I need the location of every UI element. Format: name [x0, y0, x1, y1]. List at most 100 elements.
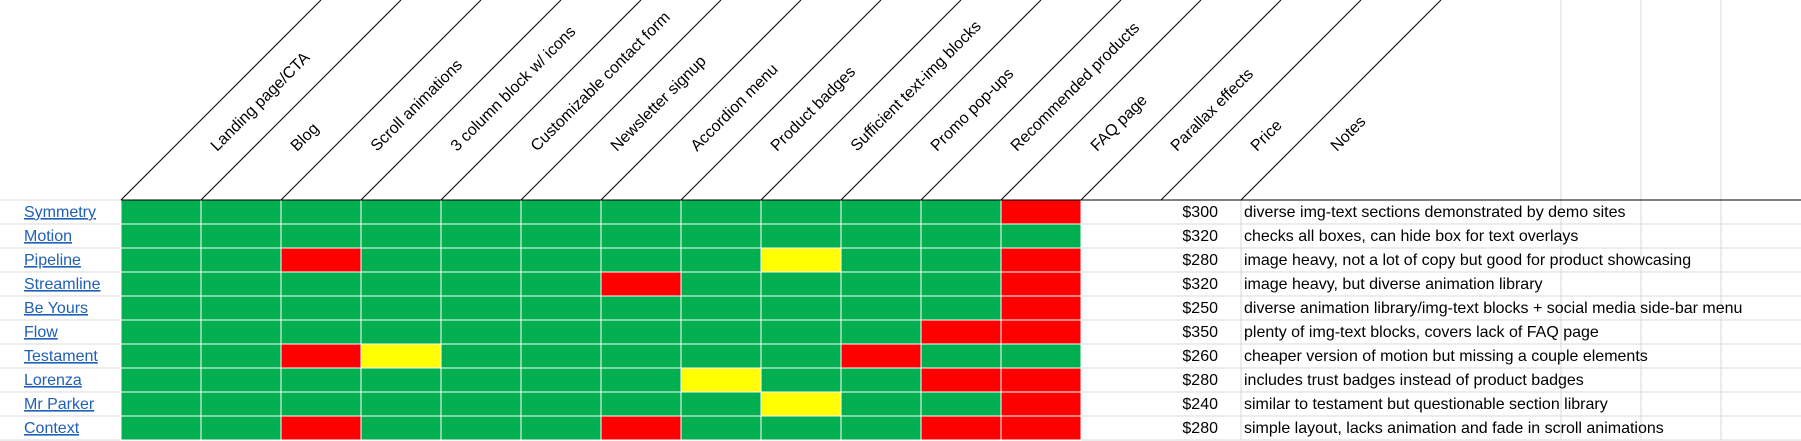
status-cell[interactable] [360, 223, 442, 249]
theme-name-link[interactable]: Pipeline [24, 252, 81, 269]
status-cell[interactable] [840, 391, 922, 417]
status-cell[interactable] [200, 199, 282, 225]
status-cell[interactable] [120, 343, 202, 369]
status-cell[interactable] [440, 319, 522, 345]
status-cell[interactable] [360, 271, 442, 297]
status-cell[interactable] [200, 223, 282, 249]
status-cell[interactable] [520, 199, 602, 225]
theme-name-link[interactable]: Context [24, 420, 80, 437]
status-cell[interactable] [120, 367, 202, 393]
status-cell[interactable] [520, 295, 602, 321]
status-cell[interactable] [600, 295, 682, 321]
status-cell[interactable] [760, 295, 842, 321]
status-cell[interactable] [920, 415, 1002, 441]
theme-name-link[interactable]: Mr Parker [24, 396, 95, 413]
status-cell[interactable] [120, 415, 202, 441]
status-cell[interactable] [1000, 415, 1082, 441]
status-cell[interactable] [200, 247, 282, 273]
status-cell[interactable] [680, 415, 762, 441]
status-cell[interactable] [600, 415, 682, 441]
status-cell[interactable] [520, 271, 602, 297]
status-cell[interactable] [600, 343, 682, 369]
status-cell[interactable] [280, 199, 362, 225]
status-cell[interactable] [600, 391, 682, 417]
status-cell[interactable] [1000, 271, 1082, 297]
status-cell[interactable] [520, 367, 602, 393]
status-cell[interactable] [200, 343, 282, 369]
status-cell[interactable] [440, 367, 522, 393]
status-cell[interactable] [280, 415, 362, 441]
status-cell[interactable] [280, 295, 362, 321]
status-cell[interactable] [120, 391, 202, 417]
status-cell[interactable] [920, 199, 1002, 225]
status-cell[interactable] [1000, 391, 1082, 417]
status-cell[interactable] [840, 223, 922, 249]
status-cell[interactable] [760, 319, 842, 345]
status-cell[interactable] [680, 199, 762, 225]
status-cell[interactable] [920, 367, 1002, 393]
status-cell[interactable] [760, 247, 842, 273]
theme-name-link[interactable]: Testament [24, 348, 98, 365]
status-cell[interactable] [920, 295, 1002, 321]
status-cell[interactable] [520, 415, 602, 441]
status-cell[interactable] [1000, 199, 1082, 225]
status-cell[interactable] [200, 367, 282, 393]
status-cell[interactable] [280, 367, 362, 393]
status-cell[interactable] [440, 391, 522, 417]
theme-name-link[interactable]: Streamline [24, 276, 101, 293]
status-cell[interactable] [920, 223, 1002, 249]
status-cell[interactable] [120, 223, 202, 249]
status-cell[interactable] [760, 391, 842, 417]
status-cell[interactable] [520, 223, 602, 249]
status-cell[interactable] [920, 343, 1002, 369]
status-cell[interactable] [840, 199, 922, 225]
status-cell[interactable] [360, 391, 442, 417]
status-cell[interactable] [680, 271, 762, 297]
status-cell[interactable] [1000, 295, 1082, 321]
status-cell[interactable] [600, 247, 682, 273]
status-cell[interactable] [600, 271, 682, 297]
status-cell[interactable] [200, 271, 282, 297]
status-cell[interactable] [840, 295, 922, 321]
status-cell[interactable] [280, 247, 362, 273]
status-cell[interactable] [1000, 343, 1082, 369]
status-cell[interactable] [600, 223, 682, 249]
status-cell[interactable] [440, 295, 522, 321]
theme-name-link[interactable]: Motion [24, 228, 72, 245]
status-cell[interactable] [1000, 223, 1082, 249]
status-cell[interactable] [520, 391, 602, 417]
status-cell[interactable] [760, 367, 842, 393]
status-cell[interactable] [360, 319, 442, 345]
status-cell[interactable] [360, 247, 442, 273]
status-cell[interactable] [760, 271, 842, 297]
status-cell[interactable] [920, 271, 1002, 297]
status-cell[interactable] [600, 367, 682, 393]
status-cell[interactable] [600, 319, 682, 345]
status-cell[interactable] [360, 343, 442, 369]
status-cell[interactable] [760, 199, 842, 225]
status-cell[interactable] [920, 247, 1002, 273]
status-cell[interactable] [440, 415, 522, 441]
status-cell[interactable] [280, 343, 362, 369]
status-cell[interactable] [680, 343, 762, 369]
status-cell[interactable] [680, 295, 762, 321]
status-cell[interactable] [360, 415, 442, 441]
status-cell[interactable] [440, 199, 522, 225]
status-cell[interactable] [280, 223, 362, 249]
status-cell[interactable] [680, 319, 762, 345]
status-cell[interactable] [840, 247, 922, 273]
status-cell[interactable] [440, 223, 522, 249]
status-cell[interactable] [360, 199, 442, 225]
status-cell[interactable] [200, 319, 282, 345]
status-cell[interactable] [120, 319, 202, 345]
status-cell[interactable] [280, 391, 362, 417]
status-cell[interactable] [680, 247, 762, 273]
status-cell[interactable] [440, 343, 522, 369]
status-cell[interactable] [840, 343, 922, 369]
status-cell[interactable] [840, 271, 922, 297]
status-cell[interactable] [280, 319, 362, 345]
status-cell[interactable] [1000, 247, 1082, 273]
status-cell[interactable] [680, 391, 762, 417]
status-cell[interactable] [360, 367, 442, 393]
status-cell[interactable] [760, 343, 842, 369]
